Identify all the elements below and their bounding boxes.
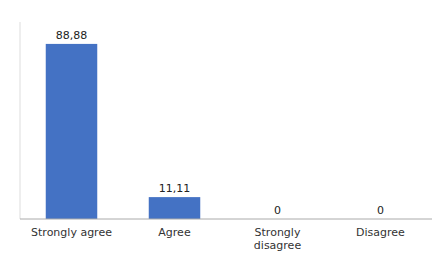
x-tick-label: Strongly agree	[31, 226, 112, 239]
x-tick-label: Disagree	[356, 226, 405, 239]
data-label: 11,11	[159, 182, 191, 195]
x-tick-label: Stronglydisagree	[254, 226, 302, 252]
data-label: 88,88	[56, 29, 88, 42]
chart: 88,88 11,11 0 0 Strongly agree Agree Stronglyd…	[0, 0, 448, 265]
data-label: 0	[274, 204, 281, 217]
x-axis-line	[20, 219, 432, 220]
chart-container: 88,88 11,11 0 0 Strongly agree Agree Stronglyd…	[0, 0, 448, 265]
data-label: 0	[377, 204, 384, 217]
bars	[46, 44, 201, 219]
x-tick-label: Agree	[158, 226, 191, 239]
y-axis-line	[20, 22, 21, 219]
bar	[46, 44, 98, 219]
bar	[149, 197, 201, 219]
